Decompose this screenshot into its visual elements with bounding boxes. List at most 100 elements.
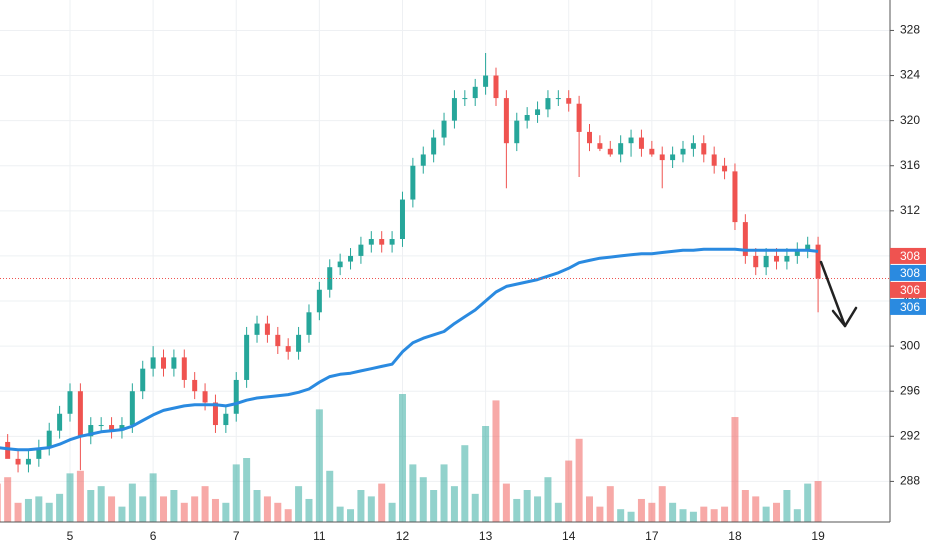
candle-body bbox=[5, 441, 11, 459]
volume-bar bbox=[232, 464, 240, 522]
candle-body bbox=[670, 154, 676, 161]
volume-bar bbox=[419, 477, 427, 522]
arrow-head bbox=[831, 306, 858, 328]
candle-body bbox=[753, 255, 759, 268]
volume-bar bbox=[66, 473, 74, 522]
volume-bar bbox=[180, 502, 188, 522]
volume-bar bbox=[367, 496, 375, 522]
price-tag bbox=[890, 264, 926, 281]
candle-body bbox=[264, 323, 270, 335]
arrow-shaft bbox=[819, 260, 847, 328]
candle-body bbox=[399, 199, 405, 240]
candle-body bbox=[514, 120, 520, 144]
grid bbox=[0, 0, 890, 522]
candle-body bbox=[524, 114, 530, 121]
candle-body bbox=[545, 98, 551, 110]
candle-body bbox=[368, 239, 374, 245]
volume-bar bbox=[347, 509, 355, 522]
volume-bar bbox=[617, 509, 625, 522]
candle-body bbox=[46, 430, 52, 448]
volume-bar bbox=[128, 483, 136, 522]
volume-bar bbox=[471, 493, 479, 522]
candle-body bbox=[472, 86, 478, 99]
candle-body bbox=[77, 391, 83, 437]
candle-body bbox=[722, 165, 728, 172]
candle-body bbox=[15, 458, 21, 465]
candle-body bbox=[784, 255, 790, 262]
price-tag bbox=[890, 298, 926, 315]
volume-bar bbox=[409, 464, 417, 522]
candle-body bbox=[88, 425, 94, 437]
x-tick-label: 17 bbox=[645, 529, 659, 543]
volume-bar bbox=[554, 502, 562, 522]
volume-bar bbox=[492, 400, 500, 522]
candle-body bbox=[503, 98, 509, 144]
volume-bar bbox=[139, 496, 147, 522]
candle-body bbox=[431, 137, 437, 155]
price-pane bbox=[0, 52, 890, 473]
volume-bar bbox=[721, 506, 729, 522]
volume-bar bbox=[430, 490, 438, 522]
x-tick-label: 18 bbox=[728, 529, 742, 543]
volume-pane bbox=[0, 394, 822, 522]
x-tick-label: 12 bbox=[396, 529, 410, 543]
x-tick-label: 14 bbox=[562, 529, 576, 543]
candle-body bbox=[597, 143, 603, 149]
volume-bar bbox=[274, 502, 282, 522]
candle-body bbox=[607, 148, 613, 155]
candle-body bbox=[129, 391, 135, 426]
candle-body bbox=[701, 143, 707, 155]
candle-body bbox=[212, 402, 218, 426]
volume-bar bbox=[243, 458, 251, 522]
volume-bar bbox=[357, 490, 365, 522]
candle-body bbox=[316, 289, 322, 313]
candle-body bbox=[763, 255, 769, 268]
candle-body bbox=[638, 137, 644, 149]
volume-bar bbox=[710, 509, 718, 522]
candle-body bbox=[98, 425, 104, 427]
candle-body bbox=[690, 143, 696, 149]
candle-body bbox=[254, 323, 260, 335]
volume-bar bbox=[627, 511, 635, 522]
volume-bar bbox=[388, 502, 396, 522]
candle-body bbox=[296, 334, 302, 352]
x-tick-label: 11 bbox=[313, 529, 326, 543]
candle-body bbox=[441, 120, 447, 138]
candle-body bbox=[420, 154, 426, 166]
candle-body bbox=[233, 379, 239, 414]
volume-bar bbox=[804, 483, 812, 522]
volume-bar bbox=[97, 486, 105, 522]
volume-bar bbox=[315, 409, 323, 522]
volume-bar bbox=[450, 486, 458, 522]
candle-body bbox=[805, 244, 811, 251]
candle-body bbox=[815, 244, 821, 279]
price-tag-label: 306 bbox=[900, 300, 920, 314]
volume-bar bbox=[336, 506, 344, 522]
candle-body bbox=[587, 131, 592, 144]
candle-body bbox=[742, 222, 748, 256]
volume-bar bbox=[118, 506, 126, 522]
x-tick-label: 5 bbox=[67, 529, 74, 543]
candle-body bbox=[711, 154, 717, 166]
candle-body bbox=[774, 255, 780, 262]
volume-bar bbox=[222, 502, 230, 522]
volume-bar bbox=[596, 506, 604, 522]
volume-bar bbox=[534, 496, 542, 522]
price-tag bbox=[890, 281, 926, 298]
x-tick-label: 19 bbox=[811, 529, 825, 543]
volume-bar bbox=[658, 486, 666, 522]
volume-bar bbox=[523, 490, 531, 522]
candle-body bbox=[36, 447, 42, 459]
axes: 2882922963003043083123163203243285671112… bbox=[67, 23, 926, 543]
volume-bar bbox=[513, 498, 521, 522]
candle-body bbox=[576, 103, 582, 132]
y-tick-label: 320 bbox=[900, 113, 920, 127]
candle-body bbox=[57, 413, 63, 431]
volume-bar bbox=[160, 496, 168, 522]
volume-bar bbox=[502, 483, 510, 522]
candle-body bbox=[794, 250, 800, 256]
volume-bar bbox=[201, 486, 209, 522]
candle-body bbox=[358, 244, 364, 256]
